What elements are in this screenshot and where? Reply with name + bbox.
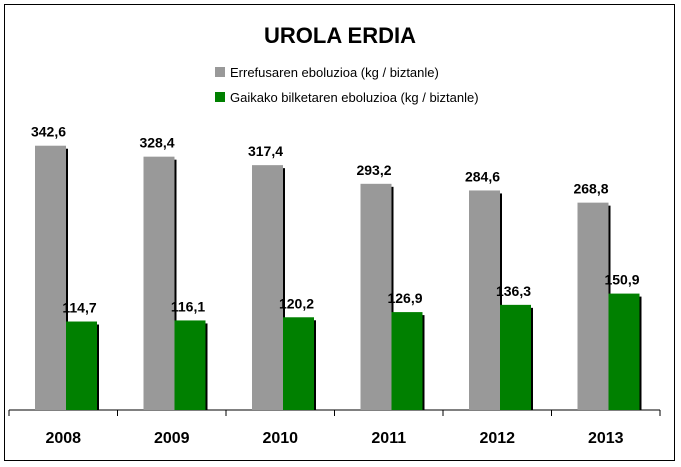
plot-area: 342,6 114,7 2008 328,4 116,1 2009 317,4 120,2 20… (8, 124, 661, 447)
data-label: 317,4 (248, 143, 283, 159)
x-tick-label: 2011 (371, 430, 406, 447)
bar-shadow (390, 186, 394, 410)
data-label: 342,6 (31, 124, 66, 140)
legend-swatch-2 (215, 92, 225, 102)
bar-2008-s1 (35, 145, 66, 411)
bar-shadow (282, 168, 285, 410)
bar-shadow (313, 320, 316, 410)
bar-2012-s2 (500, 304, 531, 410)
bar-2010-s2 (283, 317, 314, 410)
bar-shadow (638, 296, 642, 410)
bar-2009-s2 (174, 320, 206, 410)
bar-2013-s2 (608, 293, 640, 410)
chart-title: UROLA ERDIA (264, 23, 416, 48)
data-label: 293,2 (356, 162, 391, 178)
data-label: 150,9 (604, 272, 639, 288)
bar-2013-s1 (577, 202, 609, 410)
bar-shadow (173, 159, 177, 410)
legend-swatch-1 (215, 67, 225, 77)
x-tick-label: 2009 (154, 430, 190, 447)
data-label: 126,9 (387, 290, 422, 306)
x-tick-label: 2008 (45, 430, 81, 447)
legend-label-1: Errefusaren eboluzioa (kg / biztanle) (230, 65, 439, 80)
bar-shadow (499, 193, 502, 410)
bar-shadow (65, 148, 68, 411)
x-tick-label: 2013 (588, 430, 624, 447)
bar-2011-s2 (391, 312, 423, 410)
x-tick-label: 2010 (262, 430, 298, 447)
bar-2011-s1 (360, 183, 392, 410)
bar-shadow (530, 307, 533, 410)
data-label: 114,7 (62, 300, 96, 316)
bar-2009-s1 (143, 156, 175, 410)
bar-2012-s1 (469, 190, 500, 410)
legend-label-2: Gaikako bilketaren eboluzioa (kg / bizta… (230, 90, 479, 105)
bar-2010-s1 (252, 165, 283, 410)
x-tick-label: 2012 (479, 430, 515, 447)
bar-2008-s2 (66, 321, 97, 410)
chart-svg: UROLA ERDIA Errefusaren eboluzioa (kg / … (8, 23, 661, 447)
data-label: 268,8 (573, 181, 608, 197)
legend: Errefusaren eboluzioa (kg / biztanle) Gai… (215, 65, 479, 105)
data-label: 120,2 (279, 295, 314, 311)
chart-frame: UROLA ERDIA Errefusaren eboluzioa (kg / … (4, 4, 675, 461)
data-label: 136,3 (496, 283, 531, 299)
bar-shadow (96, 324, 99, 410)
bar-shadow (204, 323, 208, 410)
data-label: 284,6 (465, 168, 500, 184)
bar-shadow (421, 315, 425, 410)
data-label: 116,1 (171, 298, 205, 314)
data-label: 328,4 (139, 135, 174, 151)
